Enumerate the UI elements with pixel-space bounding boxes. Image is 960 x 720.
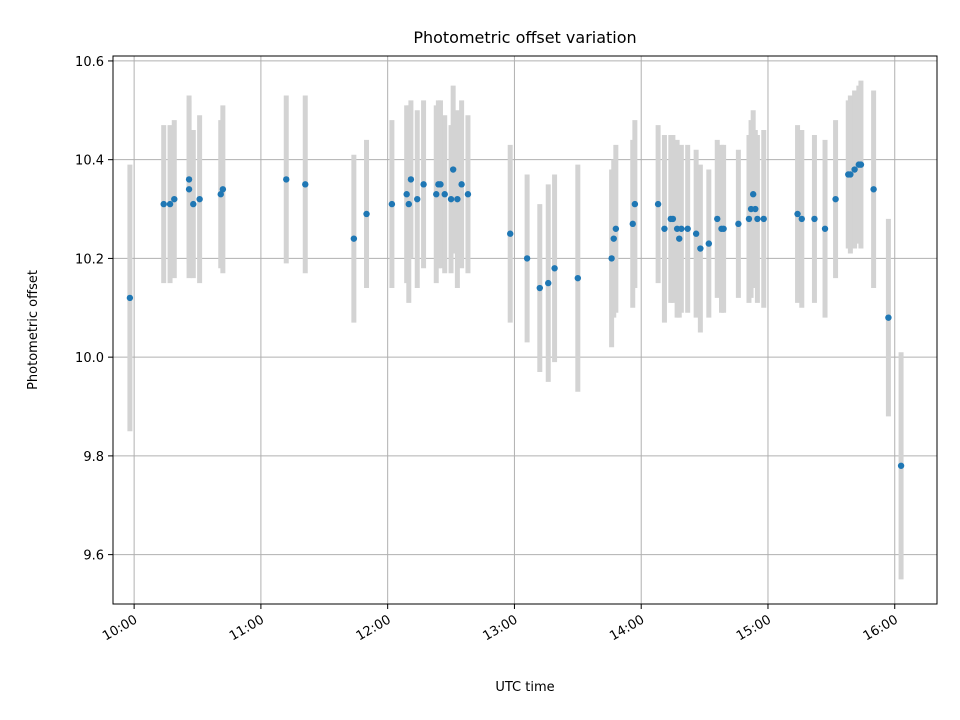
data-point [714,215,721,223]
data-point [420,181,427,188]
data-point [745,215,753,223]
data-point [449,166,457,173]
data-point [749,191,757,198]
y-tick-label: 10.0 [75,351,104,366]
data-point [190,200,197,208]
data-point [654,200,662,208]
data-point [832,195,839,203]
data-point [661,225,668,232]
data-point [458,181,465,188]
data-point [608,255,615,262]
data-point [735,220,742,228]
data-point [464,191,472,198]
data-point [388,200,396,208]
plot-frame [112,55,938,605]
data-point [821,225,829,232]
data-point [897,462,905,469]
data-point [171,195,178,203]
data-point [523,255,531,262]
data-point [545,279,552,287]
data-point [185,176,193,183]
data-point [166,200,174,208]
data-point [697,245,704,252]
data-point [441,191,448,198]
data-point [185,186,193,193]
data-point [760,215,767,223]
data-point [414,195,421,203]
data-point [885,314,892,321]
data-point [629,220,636,228]
data-point [754,215,761,223]
chart-title: Photometric offset variation [413,28,636,47]
data-point [437,181,444,188]
data-point [217,191,224,198]
data-point [705,240,713,247]
data-point [350,235,358,242]
data-point [447,195,455,203]
data-point [684,225,691,232]
data-point [720,225,727,232]
data-point [811,215,818,223]
y-axis-label: Photometric offset [26,270,41,390]
y-tick-label: 9.8 [83,450,104,465]
data-point [847,171,854,178]
x-axis-label: UTC time [495,680,554,695]
y-tick-label: 10.2 [75,252,104,267]
data-point [631,200,639,208]
data-point [851,166,858,173]
data-point [283,176,290,183]
data-point [302,181,309,188]
data-point [798,215,805,223]
data-point [363,210,370,218]
data-point [536,284,543,292]
data-point [857,161,865,168]
data-points [126,161,905,469]
data-point [407,176,415,183]
data-point [574,274,582,282]
gridlines [113,56,937,604]
data-point [692,230,700,237]
data-point [752,205,759,213]
data-point [405,200,412,208]
data-point [612,225,620,232]
data-point [669,215,677,223]
data-point [676,235,683,242]
data-point [794,210,801,218]
data-point [196,195,203,203]
data-point [870,186,877,193]
data-point [403,191,410,198]
data-point [433,191,440,198]
data-point [219,186,227,193]
data-point [160,200,167,208]
data-point [551,265,558,272]
data-point [126,294,134,302]
data-point [610,235,617,242]
y-tick-label: 9.6 [83,549,104,564]
y-tick-label: 10.6 [75,55,104,70]
data-point [454,195,461,203]
data-point [507,230,514,237]
y-tick-label: 10.4 [75,154,104,169]
data-point [678,225,685,232]
y-axis: 9.6 9.8 10.0 10.2 10.4 10.6 [75,55,113,564]
